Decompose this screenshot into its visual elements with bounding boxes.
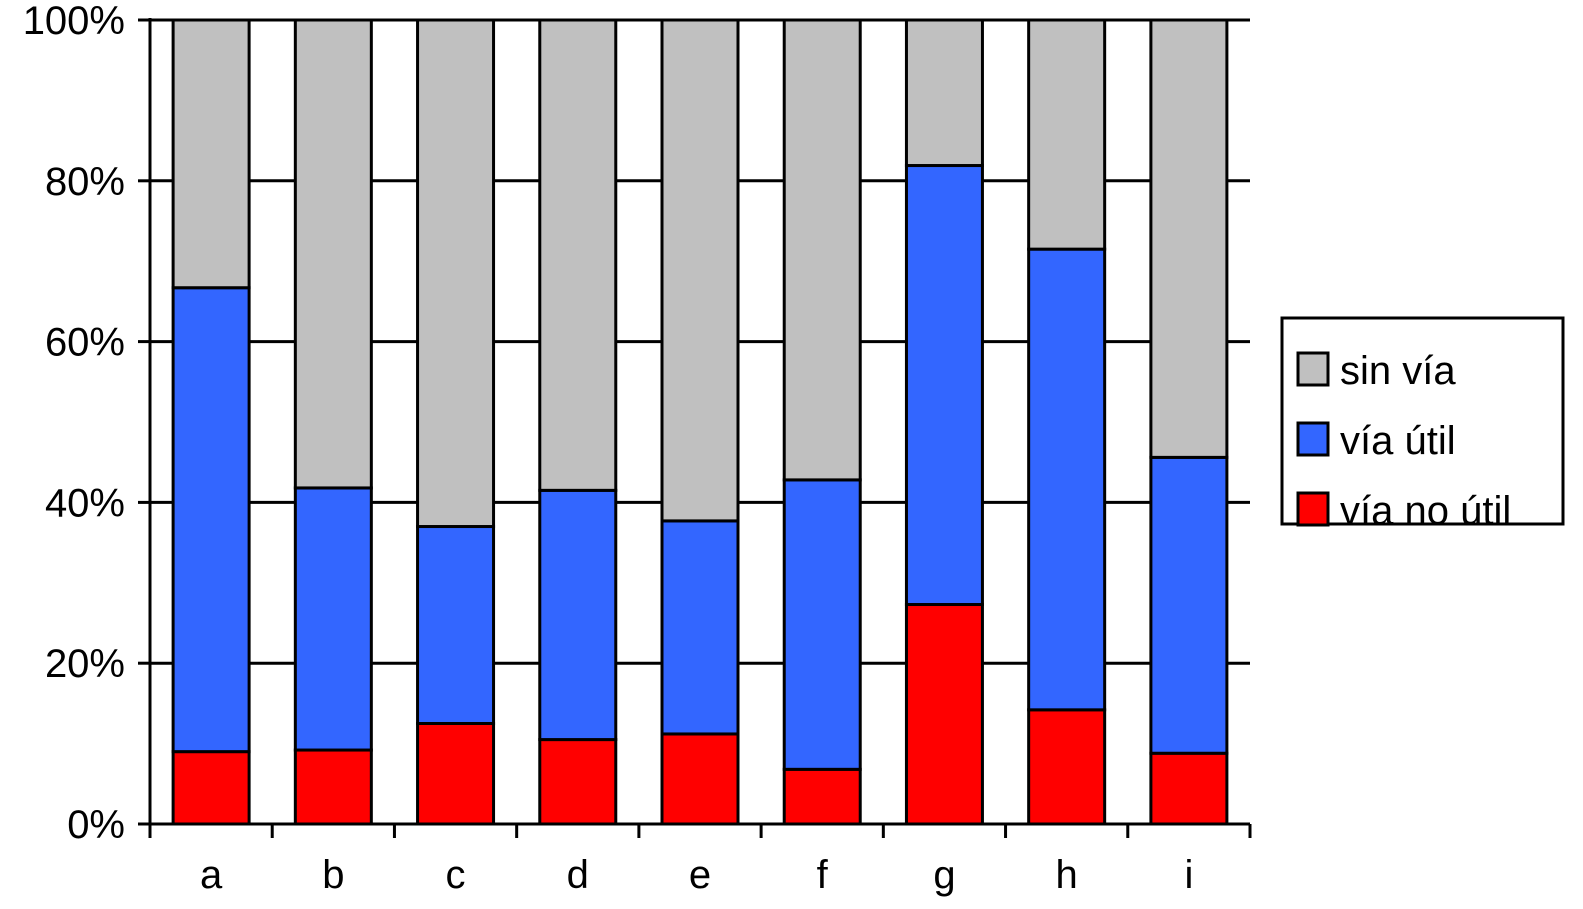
bar-segment — [171, 750, 251, 826]
y-tick-label: 40% — [45, 481, 125, 525]
bar-segment — [293, 486, 373, 752]
bar-segment — [1027, 18, 1107, 251]
axes — [138, 18, 1252, 838]
legend-swatch — [1296, 421, 1330, 457]
bar-segment — [782, 18, 862, 482]
bar-segment — [416, 18, 496, 529]
bar-segment — [538, 18, 618, 492]
bar-segment — [171, 18, 251, 290]
x-category-label: a — [200, 853, 223, 897]
legend-swatch — [1296, 491, 1330, 527]
x-category-label: d — [567, 853, 589, 897]
legend: sin vía vía útil vía no útil — [1280, 316, 1565, 533]
bar-segment — [660, 732, 740, 826]
bar-segment — [1149, 455, 1229, 755]
bar-segment — [1027, 247, 1107, 712]
x-category-label: c — [446, 853, 466, 897]
bar-segment — [782, 478, 862, 771]
y-tick-label: 20% — [45, 642, 125, 686]
bar-segment — [782, 767, 862, 826]
bar-segment — [293, 18, 373, 490]
bar-segment — [171, 286, 251, 754]
bar-segment — [538, 488, 618, 742]
bar-segment — [538, 738, 618, 826]
y-tick-label: 80% — [45, 160, 125, 204]
bar-segment — [904, 603, 984, 826]
bar-segment — [1027, 708, 1107, 826]
bar-segment — [1149, 18, 1229, 459]
legend-swatch — [1296, 351, 1330, 387]
legend-label: sin vía — [1340, 349, 1456, 393]
y-tick-label: 60% — [45, 321, 125, 365]
x-category-label: h — [1056, 853, 1078, 897]
y-tick-label: 0% — [67, 803, 125, 847]
x-category-label: f — [817, 853, 829, 897]
bar-segment — [1149, 751, 1229, 826]
x-category-label: i — [1184, 853, 1193, 897]
y-tick-labels: 0% 20% 40% 60% 80% 100% — [23, 0, 125, 847]
x-category-label: b — [322, 853, 344, 897]
bar-segment — [904, 164, 984, 607]
bar-segment — [904, 18, 984, 168]
bar-segment — [416, 525, 496, 726]
x-category-labels: a b c d e f g h i — [200, 853, 1193, 897]
bar-segment — [293, 748, 373, 826]
bar-segment — [660, 18, 740, 523]
legend-label: vía útil — [1340, 419, 1456, 463]
bar-segment — [660, 519, 740, 736]
bar-segment — [416, 722, 496, 826]
legend-label: vía no útil — [1340, 489, 1511, 533]
y-tick-label: 100% — [23, 0, 125, 43]
x-category-label: e — [689, 853, 711, 897]
x-category-label: g — [933, 853, 955, 897]
bars-group — [171, 18, 1229, 826]
